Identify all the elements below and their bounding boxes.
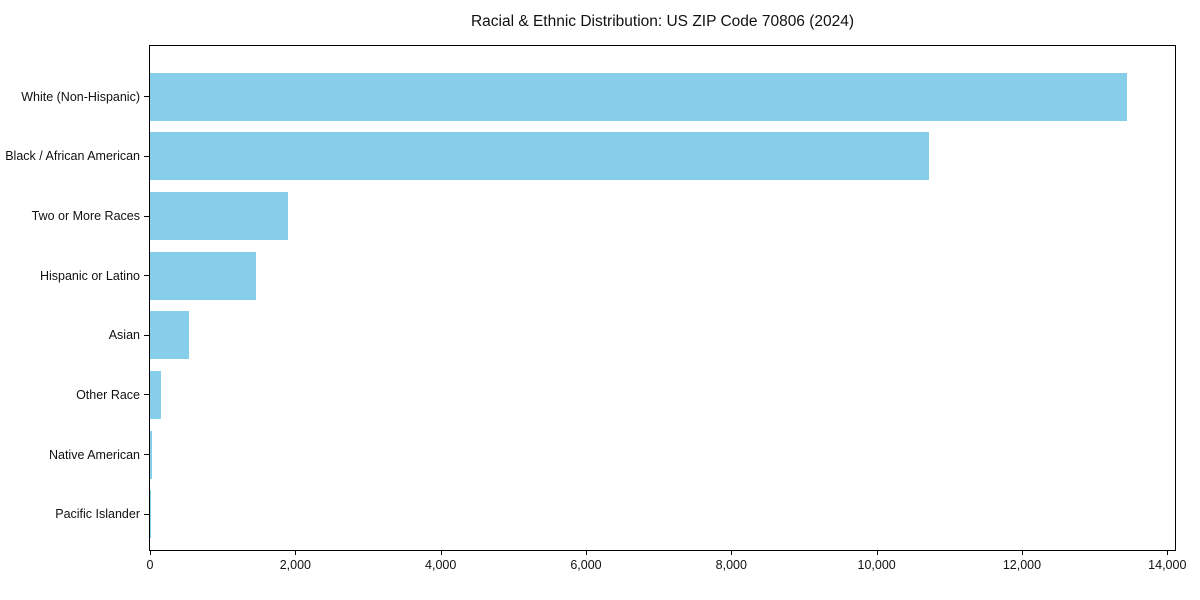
- x-tick-label: 4,000: [425, 558, 457, 572]
- bar: [150, 370, 162, 419]
- y-tick-mark: [144, 96, 149, 98]
- x-tick-mark: [295, 550, 297, 555]
- y-tick-label: Black / African American: [5, 149, 140, 164]
- y-tick-mark: [144, 334, 149, 336]
- chart-title: Racial & Ethnic Distribution: US ZIP Cod…: [470, 13, 855, 30]
- x-tick-label: 8,000: [715, 558, 747, 572]
- x-tick-label: 12,000: [1002, 558, 1042, 572]
- x-tick-mark: [585, 550, 587, 555]
- x-tick-label: 2,000: [279, 558, 311, 572]
- x-tick-label: 6,000: [570, 558, 602, 572]
- y-tick-mark: [144, 454, 149, 456]
- x-tick-mark: [1021, 550, 1023, 555]
- x-tick-mark: [440, 550, 442, 555]
- bar: [150, 192, 289, 241]
- bar-row: [150, 186, 1175, 246]
- y-tick-mark: [144, 215, 149, 217]
- bar-row: [150, 365, 1175, 425]
- y-tick-label: Pacific Islander: [55, 507, 140, 522]
- bar-row: [150, 246, 1175, 306]
- bar: [150, 251, 257, 300]
- bars-container: [150, 46, 1175, 550]
- bar: [150, 311, 189, 360]
- y-tick-label: Two or More Races: [31, 209, 140, 224]
- y-tick-label: Other Race: [76, 387, 140, 402]
- x-tick-mark: [731, 550, 733, 555]
- y-tick-label: Asian: [108, 328, 140, 343]
- bar-row: [150, 425, 1175, 485]
- bar-row: [150, 127, 1175, 187]
- bar: [150, 132, 929, 181]
- x-tick-mark: [1167, 550, 1169, 555]
- y-tick-label: White (Non-Hispanic): [21, 89, 140, 104]
- bar: [150, 490, 151, 539]
- x-tick-mark: [150, 550, 151, 555]
- y-tick-mark: [144, 394, 149, 396]
- bar: [150, 430, 152, 479]
- y-tick-mark: [144, 513, 149, 515]
- y-tick-mark: [144, 155, 149, 157]
- y-tick-mark: [144, 275, 149, 277]
- x-tick-label: 14,000: [1148, 558, 1187, 572]
- bar-row: [150, 484, 1175, 544]
- x-tick-label: 0: [146, 558, 154, 572]
- bar: [150, 72, 1127, 121]
- y-tick-label: Native American: [48, 447, 140, 462]
- x-tick-mark: [876, 550, 878, 555]
- plot-area: [149, 45, 1176, 551]
- y-tick-label: Hispanic or Latino: [39, 268, 140, 283]
- bar-row: [150, 67, 1175, 127]
- x-tick-label: 10,000: [857, 558, 896, 572]
- bar-row: [150, 306, 1175, 366]
